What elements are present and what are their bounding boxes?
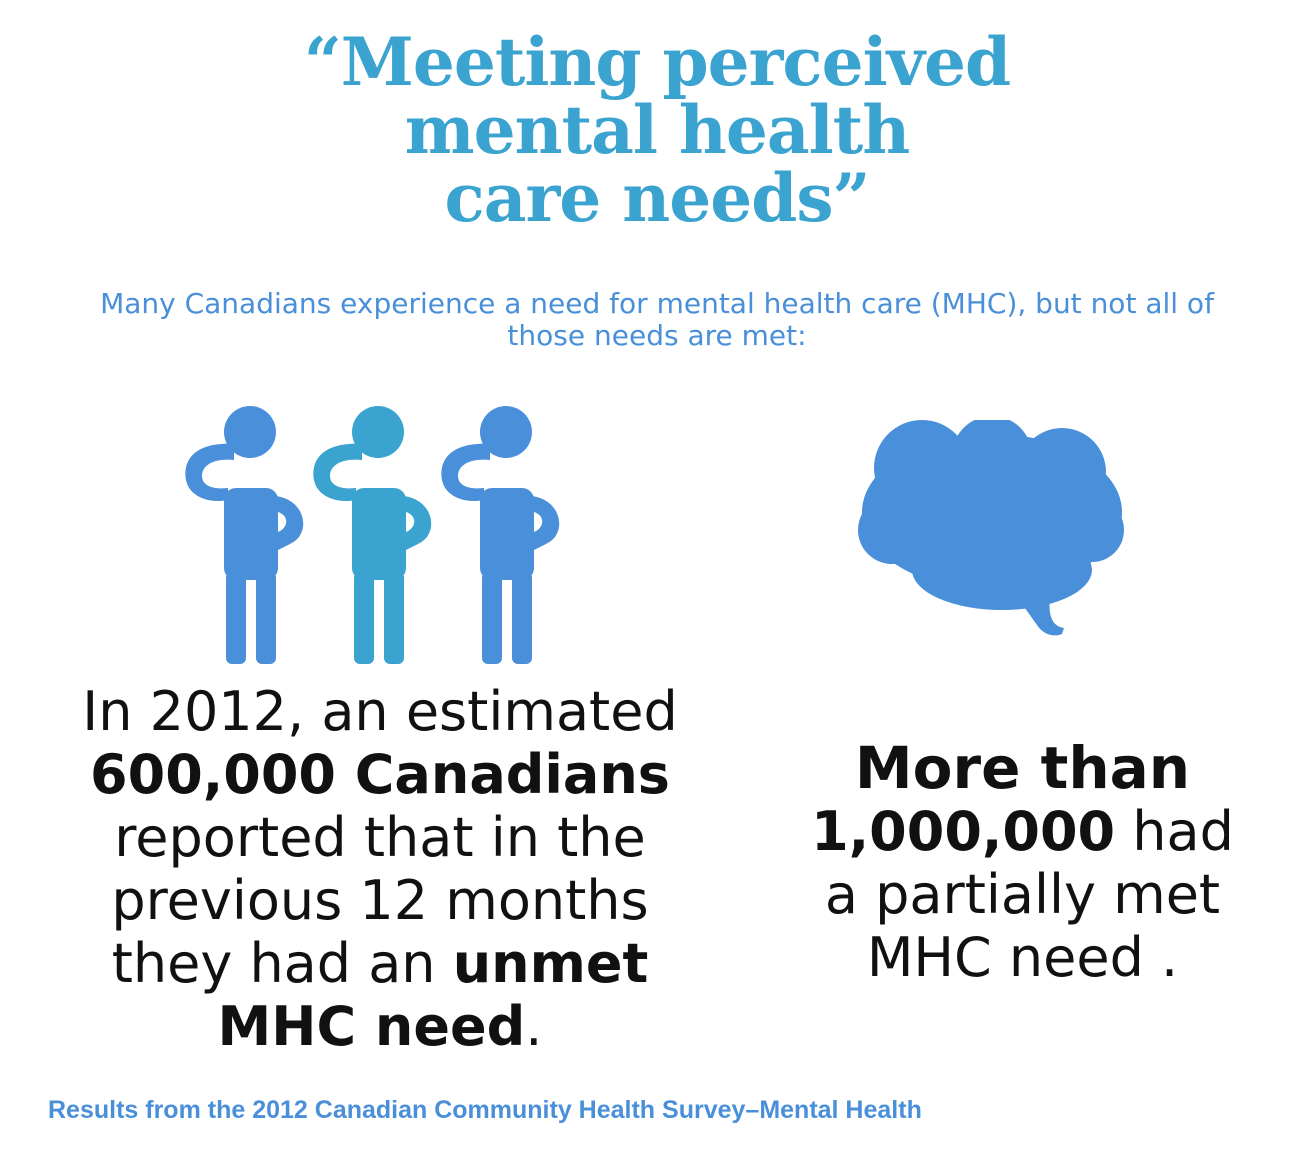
- mhc-need-label: MHC need: [217, 995, 526, 1058]
- title-line-2: mental health: [404, 91, 910, 169]
- intro-text: Many Canadians experience a need for men…: [100, 287, 1214, 352]
- brain-icon: [858, 420, 1124, 636]
- unmet-word: unmet: [452, 932, 649, 995]
- source-citation: Results from the 2012 Canadian Community…: [48, 1096, 922, 1124]
- stat-left-period: .: [525, 995, 543, 1058]
- more-than-label: More than: [854, 734, 1191, 802]
- person-figure-middle: [313, 406, 432, 664]
- infographic-title: “Meeting perceived mental health care ne…: [0, 28, 1314, 232]
- stat-right-line-4: MHC need .: [866, 926, 1179, 989]
- title-line-3: care needs”: [444, 159, 871, 237]
- stat-right-line-3: a partially met: [824, 863, 1221, 926]
- had-word: had: [1115, 800, 1234, 863]
- stat-left-line-3: reported that in the: [114, 806, 646, 869]
- stat-left-line-1: In 2012, an estimated: [82, 680, 678, 743]
- stat-left-line-5: they had an: [111, 932, 453, 995]
- people-thinking-icon: [185, 406, 560, 664]
- stat-left-line-4: previous 12 months: [111, 869, 649, 932]
- title-line-1: “Meeting perceived: [303, 23, 1011, 101]
- person-figure-right: [441, 406, 560, 664]
- partially-met-count: 1,000,000: [811, 800, 1116, 863]
- unmet-count: 600,000 Canadians: [90, 743, 670, 806]
- person-figure-left: [185, 406, 304, 664]
- unmet-need-statistic: In 2012, an estimated 600,000 Canadians …: [20, 680, 740, 1058]
- partially-met-statistic: More than 1,000,000 had a partially met …: [745, 734, 1300, 990]
